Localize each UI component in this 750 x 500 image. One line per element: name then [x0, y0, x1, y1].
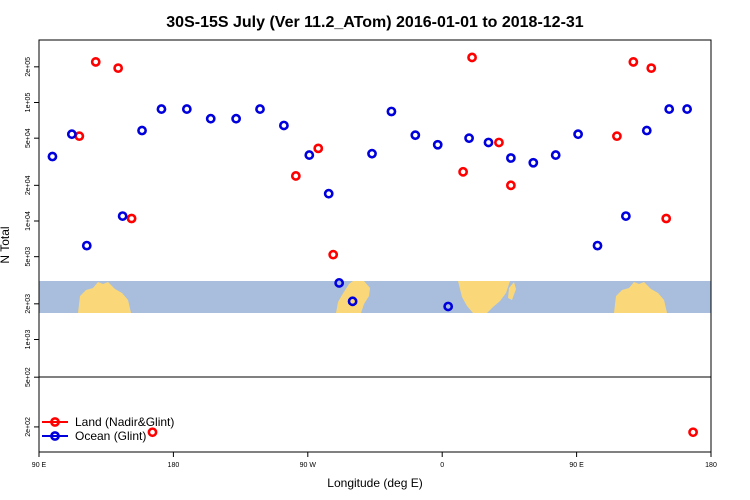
land-point — [494, 137, 504, 148]
data-points — [47, 52, 698, 438]
land-point — [458, 166, 469, 177]
land-point — [688, 427, 698, 438]
legend-ocean-marker — [50, 431, 60, 441]
ocean-point — [304, 150, 315, 160]
legend-land-label: Land (Nadir&Glint) — [75, 415, 174, 429]
land-point — [147, 427, 158, 438]
land-point — [612, 131, 622, 142]
x-axis-label: Longitude (deg E) — [327, 476, 422, 490]
ocean-point — [205, 113, 216, 124]
ocean-point — [66, 129, 77, 140]
ocean-point — [347, 296, 358, 307]
ocean-point — [231, 113, 242, 124]
legend: Land (Nadir&Glint) Ocean (Glint) — [42, 415, 174, 443]
legend-ocean-label: Ocean (Glint) — [75, 429, 146, 443]
ocean-point — [682, 104, 693, 114]
y-axis: 2e+02 5e+02 1e+03 2e+03 5e+03 1e+04 2e+04 5e+04… — [25, 57, 39, 437]
land-point — [290, 171, 301, 181]
ocean-point — [181, 104, 192, 114]
land-point — [646, 63, 657, 74]
land-point — [90, 57, 101, 67]
y-tick-label: 2e+02 — [25, 417, 32, 437]
map-background — [39, 281, 711, 313]
ocean-point — [47, 151, 58, 162]
ocean-point — [334, 278, 345, 288]
y-tick-label: 2e+03 — [25, 294, 32, 314]
ocean-point — [410, 130, 421, 141]
land-point — [328, 249, 339, 260]
ocean-point — [620, 211, 631, 221]
chart-title: 30S-15S July (Ver 11.2_ATom) 2016-01-01 … — [166, 14, 584, 31]
ocean-point — [156, 104, 167, 114]
x-tick-label: 90 E — [32, 462, 47, 469]
land-point — [467, 52, 477, 63]
land-point — [661, 213, 672, 224]
ocean-point — [117, 211, 128, 221]
ocean-point — [443, 301, 454, 312]
ocean-point — [81, 240, 92, 251]
ocean-point — [573, 129, 583, 140]
legend-land-marker — [50, 417, 60, 427]
ocean-point — [279, 120, 289, 131]
ocean-point — [386, 106, 397, 117]
ocean-point — [432, 139, 443, 150]
x-tick-label: 90 E — [569, 462, 584, 469]
x-tick-label: 180 — [168, 462, 180, 469]
ocean-point — [528, 157, 539, 168]
x-tick-label: 180 — [705, 462, 717, 469]
ocean-point — [464, 133, 474, 144]
ocean-point — [641, 125, 652, 136]
x-tick-label: 90 W — [300, 462, 317, 469]
y-tick-label: 2e+05 — [25, 57, 32, 77]
plot-panel-lower — [38, 376, 712, 453]
ocean-point — [550, 150, 561, 160]
land-point — [628, 57, 639, 67]
y-tick-label: 2e+04 — [25, 175, 32, 195]
ocean-point — [137, 125, 147, 136]
land-point — [313, 143, 324, 154]
land-point — [126, 213, 137, 224]
y-tick-label: 5e+02 — [25, 367, 32, 387]
y-tick-label: 1e+04 — [25, 211, 32, 231]
y-tick-label: 5e+04 — [25, 128, 32, 148]
ocean-point — [367, 148, 377, 159]
y-tick-label: 1e+03 — [25, 330, 32, 350]
ocean-point — [255, 104, 265, 114]
x-axis: 90 E 180 90 W 0 90 E 180 — [32, 452, 717, 469]
x-tick-label: 0 — [440, 462, 444, 469]
y-tick-label: 5e+03 — [25, 247, 32, 267]
land-point — [505, 180, 516, 191]
ocean-point — [592, 240, 603, 251]
ocean-point — [505, 153, 516, 163]
ocean-point — [323, 188, 334, 199]
ocean-point — [483, 137, 494, 148]
land-point — [113, 63, 124, 74]
ocean-point — [664, 104, 675, 114]
y-axis-label: N Total — [0, 226, 12, 263]
y-tick-label: 1e+05 — [25, 93, 32, 113]
